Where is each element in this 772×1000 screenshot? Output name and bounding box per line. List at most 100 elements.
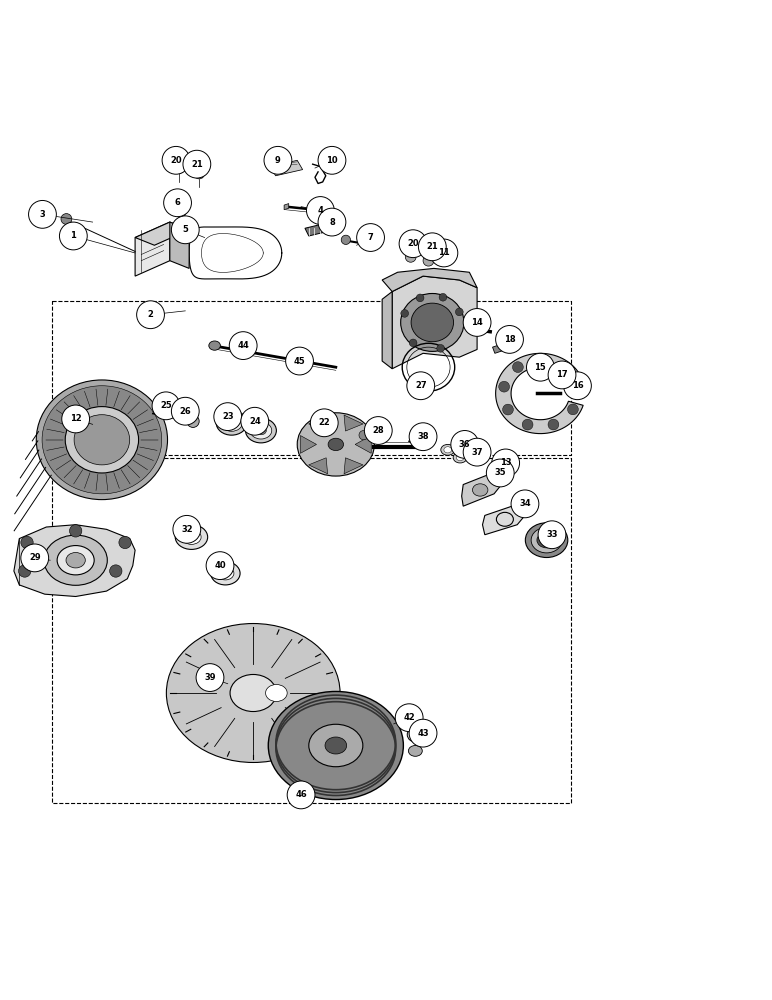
Circle shape xyxy=(499,381,510,392)
Bar xyxy=(571,387,581,394)
Circle shape xyxy=(401,310,408,317)
Polygon shape xyxy=(270,160,303,176)
Ellipse shape xyxy=(211,562,240,585)
Text: 3: 3 xyxy=(39,210,46,219)
Polygon shape xyxy=(300,436,317,453)
Ellipse shape xyxy=(221,414,242,431)
Ellipse shape xyxy=(44,535,107,585)
Text: 18: 18 xyxy=(503,335,516,344)
Ellipse shape xyxy=(453,452,467,463)
Ellipse shape xyxy=(325,737,347,754)
Text: 34: 34 xyxy=(519,499,531,508)
Text: 25: 25 xyxy=(160,401,172,410)
Ellipse shape xyxy=(525,523,568,558)
Circle shape xyxy=(548,361,576,389)
Circle shape xyxy=(171,397,199,425)
Circle shape xyxy=(318,208,346,236)
Circle shape xyxy=(395,704,423,732)
Text: 7: 7 xyxy=(367,233,374,242)
Text: 35: 35 xyxy=(494,468,506,477)
Polygon shape xyxy=(493,344,504,353)
Text: 43: 43 xyxy=(417,729,429,738)
Circle shape xyxy=(416,294,424,302)
Ellipse shape xyxy=(401,293,464,351)
Circle shape xyxy=(341,235,350,244)
Circle shape xyxy=(418,233,446,261)
Text: 15: 15 xyxy=(534,363,547,372)
Circle shape xyxy=(409,719,437,747)
Text: 20: 20 xyxy=(407,239,419,248)
Text: 28: 28 xyxy=(372,426,384,435)
Circle shape xyxy=(567,404,578,415)
Ellipse shape xyxy=(266,685,287,701)
Ellipse shape xyxy=(181,530,201,544)
Circle shape xyxy=(548,419,559,430)
Circle shape xyxy=(241,407,269,435)
Ellipse shape xyxy=(444,447,452,453)
Circle shape xyxy=(463,438,491,466)
Circle shape xyxy=(173,515,201,543)
Ellipse shape xyxy=(226,419,237,427)
Ellipse shape xyxy=(297,413,374,476)
Text: 23: 23 xyxy=(222,412,234,421)
Circle shape xyxy=(264,146,292,174)
Circle shape xyxy=(318,146,346,174)
Circle shape xyxy=(62,405,90,433)
Text: 29: 29 xyxy=(29,553,41,562)
Circle shape xyxy=(196,664,224,691)
Circle shape xyxy=(359,431,368,440)
Circle shape xyxy=(287,781,315,809)
Text: 9: 9 xyxy=(275,156,281,165)
Polygon shape xyxy=(462,473,500,506)
Circle shape xyxy=(399,230,427,258)
Polygon shape xyxy=(392,276,477,369)
Ellipse shape xyxy=(408,727,426,742)
Circle shape xyxy=(110,565,122,577)
Text: 2: 2 xyxy=(147,310,154,319)
Circle shape xyxy=(29,200,56,228)
Circle shape xyxy=(152,392,180,420)
Text: 14: 14 xyxy=(471,318,483,327)
Circle shape xyxy=(560,364,571,375)
Circle shape xyxy=(496,326,523,353)
Text: 21: 21 xyxy=(191,160,203,169)
Circle shape xyxy=(409,339,417,347)
Text: 26: 26 xyxy=(179,407,191,416)
Circle shape xyxy=(455,308,463,316)
Circle shape xyxy=(463,309,491,336)
Text: 17: 17 xyxy=(556,370,568,379)
Text: 24: 24 xyxy=(249,417,261,426)
Polygon shape xyxy=(382,292,392,369)
Circle shape xyxy=(119,536,131,549)
Text: 6: 6 xyxy=(174,198,181,207)
Circle shape xyxy=(175,207,186,217)
Ellipse shape xyxy=(36,380,168,500)
Text: 1: 1 xyxy=(70,231,76,240)
Ellipse shape xyxy=(175,525,208,549)
Circle shape xyxy=(59,222,87,250)
Circle shape xyxy=(21,544,49,572)
Text: 39: 39 xyxy=(205,673,215,682)
Circle shape xyxy=(19,565,31,577)
Circle shape xyxy=(286,347,313,375)
Ellipse shape xyxy=(230,674,276,712)
Circle shape xyxy=(511,490,539,518)
Circle shape xyxy=(513,362,523,373)
Polygon shape xyxy=(496,353,583,434)
Ellipse shape xyxy=(328,438,344,451)
Text: 36: 36 xyxy=(459,440,471,449)
Circle shape xyxy=(306,197,334,224)
Polygon shape xyxy=(382,268,477,292)
Ellipse shape xyxy=(245,418,276,443)
Text: 8: 8 xyxy=(329,218,335,227)
Circle shape xyxy=(437,344,445,352)
Text: 16: 16 xyxy=(571,381,584,390)
Circle shape xyxy=(61,214,72,224)
Polygon shape xyxy=(482,504,525,535)
Circle shape xyxy=(451,431,479,458)
Circle shape xyxy=(183,150,211,178)
Circle shape xyxy=(187,415,199,427)
Circle shape xyxy=(214,403,242,431)
Circle shape xyxy=(310,409,338,437)
Text: 10: 10 xyxy=(326,156,338,165)
